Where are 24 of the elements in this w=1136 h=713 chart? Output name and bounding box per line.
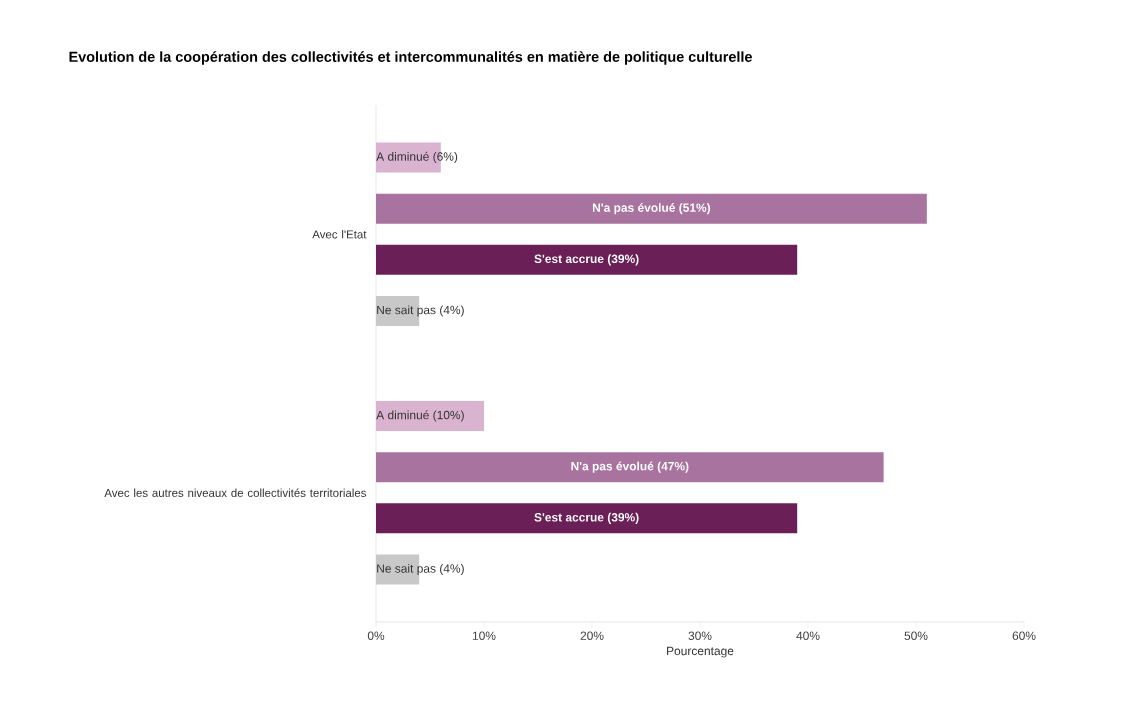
data-label: Ne sait pas (4%) [377,563,464,576]
chart-title: Evolution de la coopération des collectivités et intercommunalités en matière de politique culturelle [69,51,752,65]
data-label: A diminué (6%) [376,151,458,164]
data-label: A diminué (10%) [376,410,464,422]
x-tick-label: 0% [367,631,385,640]
data-label: Ne sait pas (4%) [377,305,464,317]
data-label: N'a pas évolué (47%) [571,461,689,473]
bar [376,503,798,534]
bar [376,244,798,275]
data-label: N'a pas évolué (51%) [592,203,711,215]
x-axis-title: Pourcentage [667,646,734,658]
bar [376,193,927,224]
x-tick-label: 50% [904,631,928,640]
bar [376,400,485,431]
x-tick-label: 60% [1012,631,1036,640]
data-label: S'est accrue (39%) [534,512,639,524]
x-tick-label: 20% [580,631,604,640]
x-tick-label: 30% [688,631,712,640]
y-tick-label: Avec l'Etat [312,230,367,239]
x-tick-label: 10% [472,631,496,640]
bar [376,452,884,483]
x-tick-label: 40% [796,631,820,640]
data-label: S'est accrue (39%) [534,254,639,266]
y-tick-label: Avec les autres niveaux de collectivités territoriales [104,488,367,498]
